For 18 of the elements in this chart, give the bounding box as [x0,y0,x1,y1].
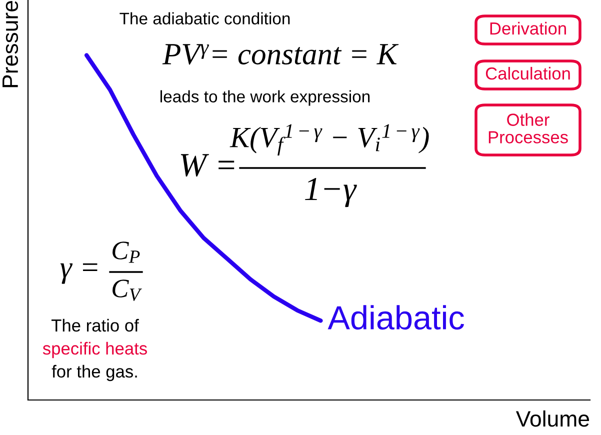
annotation: leads to the work expression [160,90,370,106]
annotation: The ratio of [51,318,139,332]
annotation: specific heats [42,342,147,358]
annotation: C$_{V}$ [112,280,142,302]
x-axis-title: Volume [516,410,590,427]
annotation: 1−γ [305,178,357,208]
annotation: W = [180,154,234,177]
text: The adiabatic condition [120,12,290,24]
annotation: γ = [60,263,98,284]
y-axis-title: Pressure [2,0,18,88]
annotation: Calculation [486,66,570,80]
annotation: C$_{P}$ [112,242,140,263]
annotation: K(V$_{f}$$^{1−γ}$ − V$_{i}$$^{1−γ}$) [230,124,429,156]
annotation: PV$^{γ}$= constant = K [162,44,399,65]
text: Derivation [490,22,566,35]
annotation: for the gas. [52,364,137,382]
series-label: Adiabatic [328,305,464,330]
annotation: Other Processes [488,113,568,144]
